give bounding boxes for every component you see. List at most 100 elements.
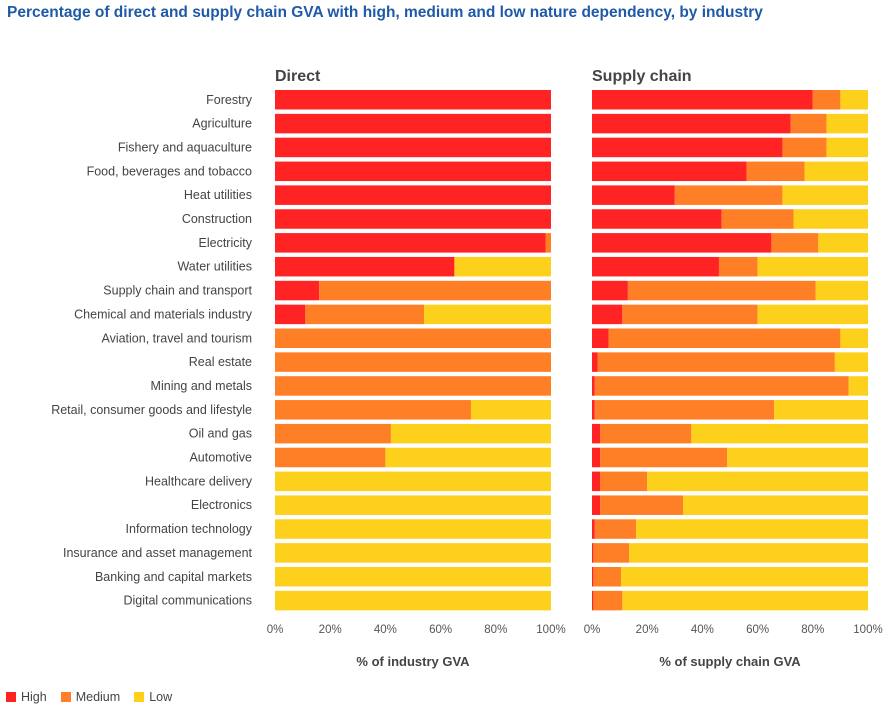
bar-medium (600, 471, 648, 492)
bar-medium (600, 423, 692, 444)
bar-high (592, 209, 722, 229)
chart-title: Percentage of direct and supply chain GV… (7, 4, 763, 21)
category-label: Banking and capital markets (95, 570, 252, 584)
legend-label-medium: Medium (75, 690, 121, 704)
bar-low (470, 400, 551, 420)
tick-label: 40% (691, 624, 714, 636)
bar-high (592, 161, 747, 182)
legend-swatch-high (6, 692, 16, 702)
category-label: Food, beverages and tobacco (87, 164, 252, 178)
bar-medium (790, 113, 827, 134)
bar-low (818, 233, 868, 253)
category-label: Automotive (189, 451, 252, 465)
bar-medium (594, 376, 849, 396)
axis-label: % of industry GVA (356, 654, 470, 669)
tick-label: 0% (584, 624, 601, 636)
tick-label: 100% (853, 624, 882, 636)
bar-high (592, 423, 601, 444)
bar-high (592, 113, 791, 134)
bar-low (840, 90, 868, 110)
category-label: Construction (182, 212, 252, 226)
bar-low (815, 280, 868, 301)
bar-low (275, 495, 551, 515)
legend-item-high: High (6, 690, 47, 704)
bar-low (385, 447, 551, 468)
bar-low (275, 543, 551, 563)
bar-medium (305, 304, 425, 325)
bar-low (727, 447, 868, 468)
tick-label: 100% (536, 624, 565, 636)
axis-label: % of supply chain GVA (659, 654, 801, 669)
bar-medium (593, 567, 621, 587)
bar-low (826, 137, 868, 158)
bar-medium (627, 280, 816, 301)
category-label: Oil and gas (189, 427, 252, 441)
category-label: Digital communications (123, 594, 252, 608)
category-label: Healthcare delivery (145, 474, 253, 488)
bar-medium (594, 400, 775, 420)
bar-low (275, 471, 551, 492)
bar-high (592, 185, 675, 205)
bar-low (390, 423, 551, 444)
bar-high (592, 519, 595, 539)
category-label: Forestry (206, 93, 253, 107)
category-label: Mining and metals (151, 379, 252, 393)
bar-high (592, 280, 628, 301)
bar-high (592, 90, 813, 110)
bar-low (620, 567, 868, 587)
bar-low (826, 113, 868, 134)
bar-low (622, 590, 868, 611)
bar-high (592, 328, 609, 348)
bar-medium (782, 137, 827, 158)
category-label: Real estate (189, 355, 252, 369)
tick-label: 20% (636, 624, 659, 636)
bar-low (848, 376, 868, 396)
category-label: Supply chain and transport (103, 284, 252, 298)
bar-high (275, 137, 551, 158)
bar-medium (597, 352, 835, 372)
bar-high (592, 352, 598, 372)
category-label: Information technology (126, 522, 253, 536)
bar-low (782, 185, 868, 205)
category-label: Retail, consumer goods and lifestyle (51, 403, 252, 417)
bar-low (793, 209, 868, 229)
category-label: Agriculture (192, 117, 252, 131)
bar-medium (275, 400, 471, 420)
bar-low (691, 423, 868, 444)
bar-medium (275, 328, 551, 348)
bar-high (275, 161, 551, 182)
bar-high (592, 567, 594, 587)
bar-high (275, 233, 546, 253)
bar-medium (721, 209, 794, 229)
bar-medium (622, 304, 758, 325)
category-label: Heat utilities (184, 188, 252, 202)
tick-label: 20% (319, 624, 342, 636)
legend-label-low: Low (149, 690, 173, 704)
bar-low (275, 590, 551, 611)
bar-medium (275, 352, 551, 372)
tick-label: 40% (374, 624, 397, 636)
tick-label: 60% (429, 624, 452, 636)
bar-low (275, 567, 551, 587)
bar-low (629, 543, 868, 563)
bar-medium (812, 90, 841, 110)
tick-label: 0% (267, 624, 284, 636)
category-label: Chemical and materials industry (74, 307, 253, 321)
panel-title: Direct (275, 68, 321, 85)
bar-low (804, 161, 868, 182)
bar-high (592, 471, 601, 492)
bar-low (683, 495, 868, 515)
tick-label: 80% (484, 624, 507, 636)
category-label: Aviation, travel and tourism (101, 331, 252, 345)
bar-medium (593, 590, 623, 611)
bar-high (275, 90, 551, 110)
bar-medium (674, 185, 783, 205)
bar-high (275, 209, 551, 229)
bar-low (840, 328, 868, 348)
category-label: Fishery and aquaculture (118, 140, 252, 154)
bar-medium (608, 328, 841, 348)
bar-high (592, 495, 601, 515)
bar-low (774, 400, 868, 420)
bar-low (647, 471, 868, 492)
legend-item-low: Low (134, 690, 172, 704)
